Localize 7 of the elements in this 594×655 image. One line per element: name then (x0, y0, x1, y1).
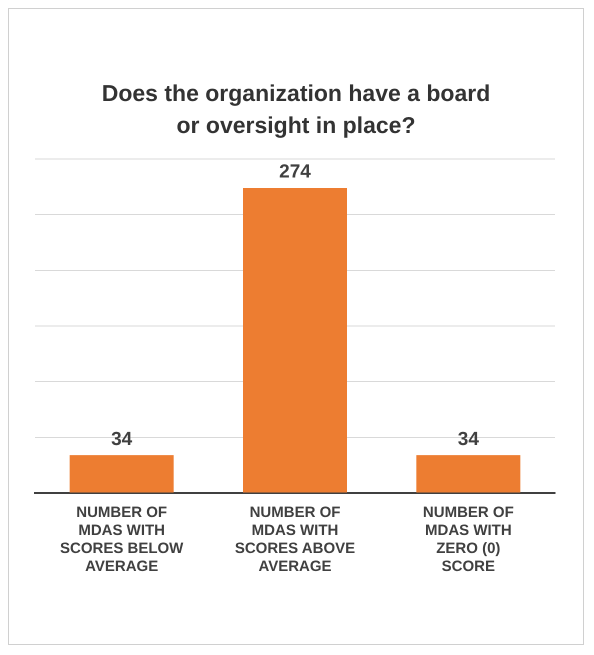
x-tick-label: NUMBER OF MDAS WITH ZERO (0) SCORE (422, 504, 514, 576)
x-tick-label: NUMBER OF MDAS WITH SCORES BELOW AVERAGE (60, 504, 184, 576)
data-label: 34 (458, 428, 480, 450)
chart-title: Does the organization have a board or oversight in place? (100, 79, 492, 140)
x-tick-label: NUMBER OF MDAS WITH SCORES ABOVE AVERAGE (234, 504, 356, 576)
data-label: 34 (111, 428, 133, 450)
data-label: 274 (279, 162, 312, 183)
